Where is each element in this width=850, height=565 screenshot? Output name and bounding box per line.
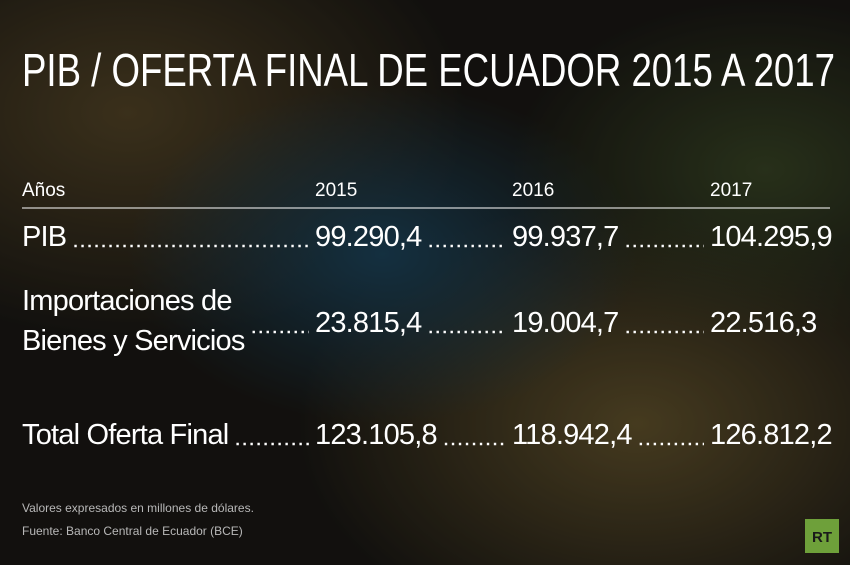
row-value: 23.815,4 bbox=[315, 307, 422, 339]
row-value: 118.942,4 bbox=[512, 419, 632, 451]
row-value: 99.290,4 bbox=[315, 221, 422, 253]
row-value: 22.516,3 bbox=[710, 307, 817, 339]
header-cell: Años bbox=[22, 180, 65, 201]
row-value: 99.937,7 bbox=[512, 221, 619, 253]
row-value: 19.004,7 bbox=[512, 307, 619, 339]
note: Valores expresados en millones de dólare… bbox=[22, 501, 254, 515]
row-label: Total Oferta Final bbox=[22, 419, 228, 451]
title: PIB / OFERTA FINAL DE ECUADOR 2015 A 201… bbox=[22, 44, 835, 96]
row-label: Importaciones de bbox=[22, 285, 232, 317]
header-cell: 2016 bbox=[512, 180, 554, 201]
row-value: 126.812,2 bbox=[710, 419, 832, 451]
row-label: PIB bbox=[22, 221, 66, 253]
logo: RT bbox=[812, 529, 832, 546]
row-value: 104.295,9 bbox=[710, 221, 832, 253]
row-value: 123.105,8 bbox=[315, 419, 437, 451]
note: Fuente: Banco Central de Ecuador (BCE) bbox=[22, 524, 243, 538]
header-cell: 2017 bbox=[710, 180, 752, 201]
row-label: Bienes y Servicios bbox=[22, 325, 245, 357]
header-cell: 2015 bbox=[315, 180, 357, 201]
logo-box bbox=[805, 519, 839, 553]
